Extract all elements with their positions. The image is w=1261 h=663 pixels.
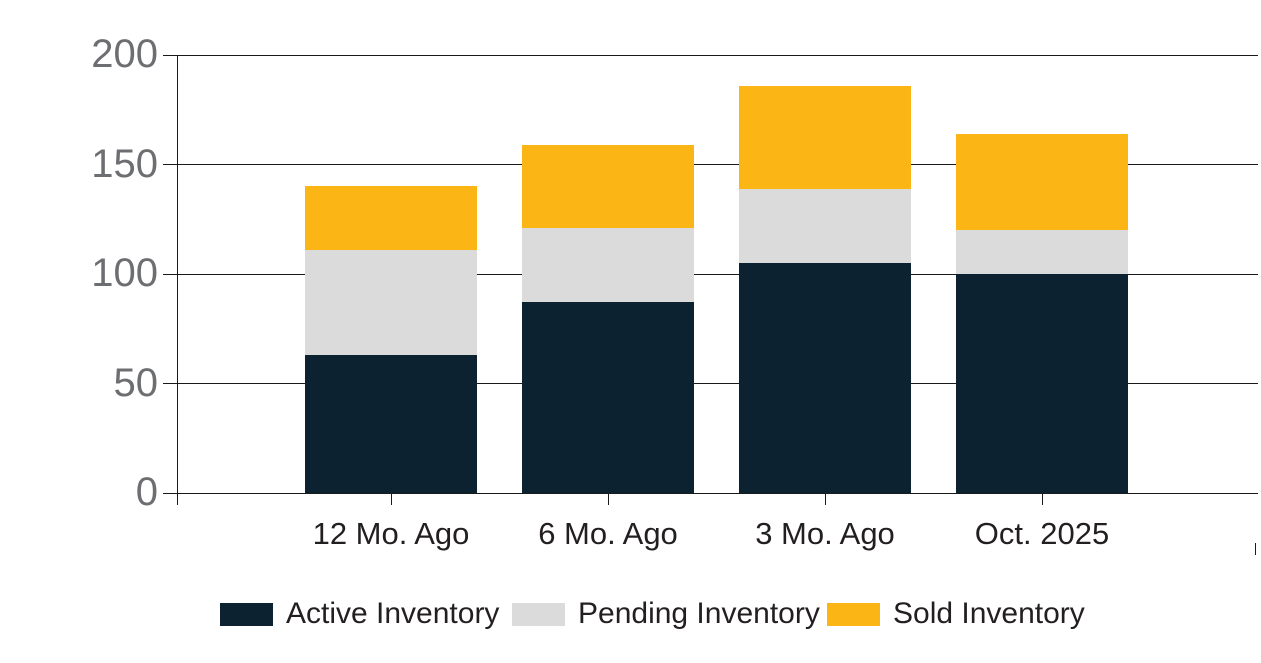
x-axis-tick [824, 493, 826, 505]
x-category-label: 6 Mo. Ago [538, 516, 678, 551]
x-axis-tick [1041, 493, 1043, 505]
gridline [163, 383, 1258, 384]
bar-segment-pending-inventory [956, 230, 1128, 274]
x-axis-end-tick [1254, 543, 1256, 555]
legend-swatch [512, 602, 565, 626]
bar-segment-sold-inventory [739, 85, 911, 189]
x-axis-tick [607, 493, 609, 505]
bar-segment-active-inventory [522, 302, 694, 493]
x-category-label: Oct. 2025 [974, 516, 1110, 551]
y-tick-label: 200 [91, 32, 158, 77]
bar-segment-active-inventory [305, 355, 477, 493]
legend-label: Sold Inventory [893, 597, 1085, 630]
bar-segment-pending-inventory [522, 228, 694, 303]
legend-label: Pending Inventory [578, 597, 820, 630]
legend-item: Pending Inventory [512, 599, 820, 629]
bar [522, 144, 694, 493]
y-tick-label: 50 [113, 360, 159, 405]
y-tick-label: 100 [91, 251, 158, 296]
bar [305, 186, 477, 493]
bar-segment-sold-inventory [305, 186, 477, 250]
legend-item: Sold Inventory [827, 599, 1085, 629]
legend-label: Active Inventory [286, 597, 500, 630]
gridline [163, 492, 1258, 494]
bar [956, 133, 1128, 493]
bar-segment-pending-inventory [305, 249, 477, 356]
legend-item: Active Inventory [220, 599, 499, 629]
bar-segment-pending-inventory [739, 188, 911, 264]
legend-swatch [220, 602, 273, 626]
x-category-label: 3 Mo. Ago [755, 516, 895, 551]
gridline [163, 164, 1258, 165]
legend-swatch [827, 602, 880, 626]
x-category-label: 12 Mo. Ago [312, 516, 470, 551]
plot-area [163, 54, 1258, 555]
gridline [163, 54, 1258, 56]
bar-segment-active-inventory [956, 274, 1128, 493]
bar-segment-active-inventory [739, 263, 911, 493]
y-tick-label: 150 [91, 141, 158, 186]
y-tick-label: 0 [135, 470, 158, 515]
bar [739, 85, 911, 493]
x-axis-tick [390, 493, 392, 505]
bar-segment-sold-inventory [956, 133, 1128, 231]
gridline [163, 273, 1258, 275]
bar-segment-sold-inventory [522, 144, 694, 229]
y-axis-line [177, 55, 178, 505]
